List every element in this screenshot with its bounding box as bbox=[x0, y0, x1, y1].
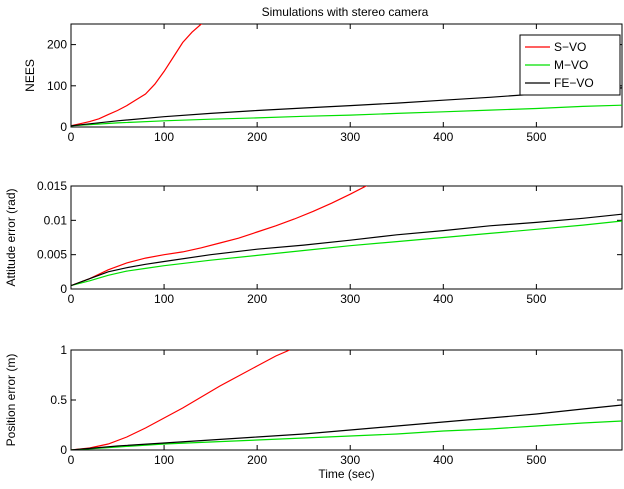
chart-panel-3: 0 100 200 300 400 500 0 0.5 1 Position error (m) T… bbox=[4, 343, 623, 481]
y-tick-label: 0.5 bbox=[50, 393, 67, 407]
x-tick-label: 300 bbox=[340, 292, 360, 306]
y-axis-label: Position error (m) bbox=[4, 354, 18, 447]
x-tick-label: 300 bbox=[340, 130, 360, 144]
legend-label: M−VO bbox=[554, 58, 588, 72]
x-tick-label: 300 bbox=[340, 453, 360, 467]
x-tick-label: 200 bbox=[247, 292, 267, 306]
x-tick-label: 500 bbox=[526, 130, 546, 144]
x-tick-label: 200 bbox=[247, 453, 267, 467]
series-line-mvo bbox=[71, 220, 622, 287]
y-tick-label: 0 bbox=[60, 443, 67, 457]
legend-label: S−VO bbox=[554, 40, 586, 54]
y-tick-label: 0.015 bbox=[37, 179, 67, 193]
series-line-svo bbox=[71, 186, 368, 287]
legend-label: FE−VO bbox=[554, 76, 594, 90]
series-line-fevo bbox=[71, 213, 622, 287]
x-tick-label: 400 bbox=[433, 130, 453, 144]
x-tick-label: 500 bbox=[526, 453, 546, 467]
x-tick-label: 100 bbox=[154, 453, 174, 467]
x-tick-label: 100 bbox=[154, 292, 174, 306]
y-tick-label: 0 bbox=[60, 282, 67, 296]
plot-area bbox=[70, 349, 623, 451]
x-tick-label: 400 bbox=[433, 292, 453, 306]
plot-area bbox=[70, 185, 623, 290]
y-tick-label: 0.005 bbox=[37, 248, 67, 262]
y-tick-label: 0 bbox=[60, 120, 67, 134]
x-tick-label: 0 bbox=[68, 130, 75, 144]
series-line-mvo bbox=[71, 420, 622, 450]
x-tick-label: 200 bbox=[247, 130, 267, 144]
series-line-svo bbox=[71, 24, 203, 127]
series-line-fevo bbox=[71, 404, 622, 450]
series-line-mvo bbox=[71, 104, 622, 127]
y-tick-label: 200 bbox=[47, 38, 67, 52]
x-tick-label: 400 bbox=[433, 453, 453, 467]
x-tick-label: 100 bbox=[154, 130, 174, 144]
chart-panel-2: 0 100 200 300 400 500 0 0.005 0.01 0.015 Attitude … bbox=[4, 179, 623, 306]
y-axis-label: NEES bbox=[23, 59, 37, 92]
y-tick-label: 100 bbox=[47, 79, 67, 93]
chart-panel-1: 0 100 200 300 400 500 0 100 200 NEES S−VO M−VO FE−VO bbox=[23, 23, 623, 144]
x-tick-label: 0 bbox=[68, 292, 75, 306]
x-tick-label: 0 bbox=[68, 453, 75, 467]
series-group bbox=[71, 350, 622, 450]
y-tick-label: 0.01 bbox=[44, 213, 68, 227]
y-tick-label: 1 bbox=[60, 343, 67, 357]
figure-title: Simulations with stereo camera bbox=[262, 5, 429, 19]
x-axis-label: Time (sec) bbox=[318, 467, 374, 481]
y-axis-label: Attitude error (rad) bbox=[4, 188, 18, 286]
series-line-svo bbox=[71, 350, 290, 450]
x-tick-label: 500 bbox=[526, 292, 546, 306]
series-group bbox=[71, 186, 622, 287]
chart-panels: 0 100 200 300 400 5000100200NEESS−VOM−VOFE−VO… bbox=[4, 23, 623, 481]
legend: S−VO M−VO FE−VO bbox=[519, 34, 621, 96]
